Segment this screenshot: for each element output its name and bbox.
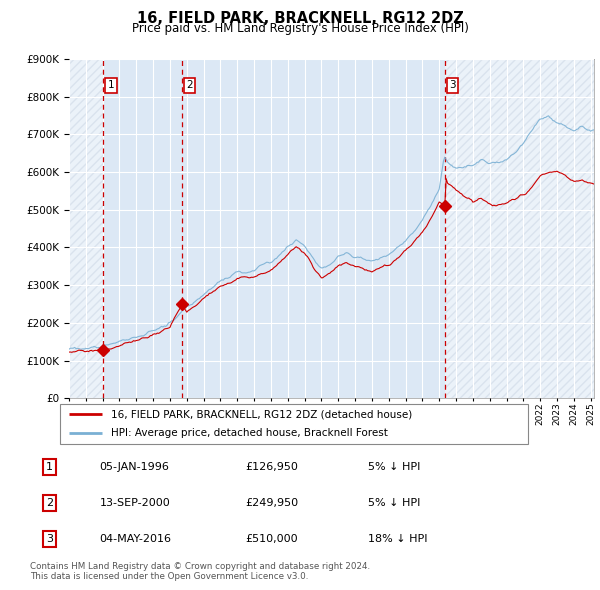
Text: Contains HM Land Registry data © Crown copyright and database right 2024.
This d: Contains HM Land Registry data © Crown c… [30, 562, 370, 581]
Bar [445, 59, 594, 398]
Bar [69, 59, 103, 398]
Text: £126,950: £126,950 [245, 462, 298, 472]
Text: 04-MAY-2016: 04-MAY-2016 [100, 534, 172, 544]
Text: 2: 2 [46, 498, 53, 508]
Text: 18% ↓ HPI: 18% ↓ HPI [368, 534, 427, 544]
Text: 3: 3 [449, 80, 456, 90]
Text: 5% ↓ HPI: 5% ↓ HPI [368, 498, 420, 508]
Text: 1: 1 [107, 80, 114, 90]
Text: £249,950: £249,950 [245, 498, 298, 508]
Text: 1: 1 [46, 462, 53, 472]
Text: HPI: Average price, detached house, Bracknell Forest: HPI: Average price, detached house, Brac… [112, 428, 388, 438]
Text: £510,000: £510,000 [245, 534, 298, 544]
Text: 2: 2 [186, 80, 193, 90]
Text: 13-SEP-2000: 13-SEP-2000 [100, 498, 170, 508]
Text: 05-JAN-1996: 05-JAN-1996 [100, 462, 170, 472]
FancyBboxPatch shape [60, 404, 528, 444]
Text: 5% ↓ HPI: 5% ↓ HPI [368, 462, 420, 472]
Text: 16, FIELD PARK, BRACKNELL, RG12 2DZ (detached house): 16, FIELD PARK, BRACKNELL, RG12 2DZ (det… [112, 409, 413, 419]
Text: 3: 3 [46, 534, 53, 544]
Text: Price paid vs. HM Land Registry's House Price Index (HPI): Price paid vs. HM Land Registry's House … [131, 22, 469, 35]
Text: 16, FIELD PARK, BRACKNELL, RG12 2DZ: 16, FIELD PARK, BRACKNELL, RG12 2DZ [137, 11, 463, 25]
